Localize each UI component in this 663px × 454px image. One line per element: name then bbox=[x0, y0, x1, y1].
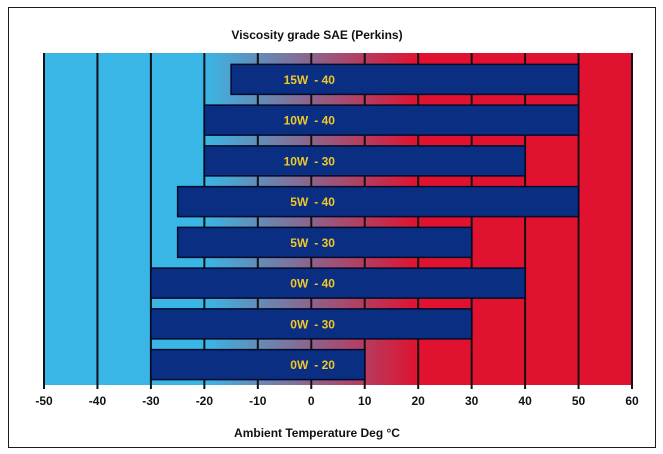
bar-label-grade-1: 10W bbox=[284, 114, 309, 128]
bar-7 bbox=[150, 348, 366, 381]
bar-label-upper-3: - 40 bbox=[314, 195, 335, 209]
bar-label-upper-4: - 30 bbox=[314, 236, 335, 250]
x-tick-20: 20 bbox=[412, 394, 426, 408]
bar-6 bbox=[150, 308, 473, 340]
x-tick-0: 0 bbox=[308, 394, 315, 408]
bar-3 bbox=[176, 185, 580, 218]
bar-label-grade-5: 0W bbox=[290, 277, 309, 291]
chart-frame: Viscosity grade SAE (Perkins) 15W - 40 10W… bbox=[8, 7, 656, 448]
bar-label-upper-6: - 30 bbox=[314, 317, 335, 331]
viscosity-chart: Viscosity grade SAE (Perkins) 15W - 40 10W… bbox=[35, 28, 639, 440]
bar-label-grade-6: 0W bbox=[290, 317, 309, 331]
bar-label-grade-0: 15W bbox=[284, 73, 309, 87]
x-tick-60: 60 bbox=[625, 394, 639, 408]
bar-5 bbox=[150, 267, 526, 299]
bar-2 bbox=[203, 145, 526, 177]
bar-1 bbox=[203, 104, 580, 136]
bar-label-upper-0: - 40 bbox=[314, 73, 335, 87]
x-tick-40: 40 bbox=[518, 394, 532, 408]
x-tick-50: 50 bbox=[572, 394, 586, 408]
bars: 15W - 40 10W - 40 10W - 30 5W - 40 5W - 30 0W - 40 0… bbox=[150, 63, 580, 381]
x-axis-label: Ambient Temperature Deg °C bbox=[234, 426, 400, 440]
x-tick--20: -20 bbox=[196, 394, 214, 408]
bar-label-grade-4: 5W bbox=[290, 236, 309, 250]
x-tick-30: 30 bbox=[465, 394, 479, 408]
x-tick-10: 10 bbox=[358, 394, 372, 408]
bar-4 bbox=[176, 226, 473, 259]
bar-label-grade-7: 0W bbox=[290, 358, 309, 372]
bar-label-upper-2: - 30 bbox=[314, 154, 335, 168]
bar-label-upper-1: - 40 bbox=[314, 114, 335, 128]
x-tick--10: -10 bbox=[249, 394, 267, 408]
x-tick--50: -50 bbox=[35, 394, 53, 408]
x-tick--30: -30 bbox=[142, 394, 160, 408]
bar-label-grade-2: 10W bbox=[284, 154, 309, 168]
x-axis-ticks: -50 -40 -30 -20 -10 0 10 20 30 40 50 60 bbox=[35, 394, 639, 408]
bar-0 bbox=[230, 63, 580, 96]
bar-label-upper-7: - 20 bbox=[314, 358, 335, 372]
bar-label-upper-5: - 40 bbox=[314, 277, 335, 291]
x-tick--40: -40 bbox=[89, 394, 107, 408]
chart-title: Viscosity grade SAE (Perkins) bbox=[231, 28, 402, 42]
bar-label-grade-3: 5W bbox=[290, 195, 309, 209]
